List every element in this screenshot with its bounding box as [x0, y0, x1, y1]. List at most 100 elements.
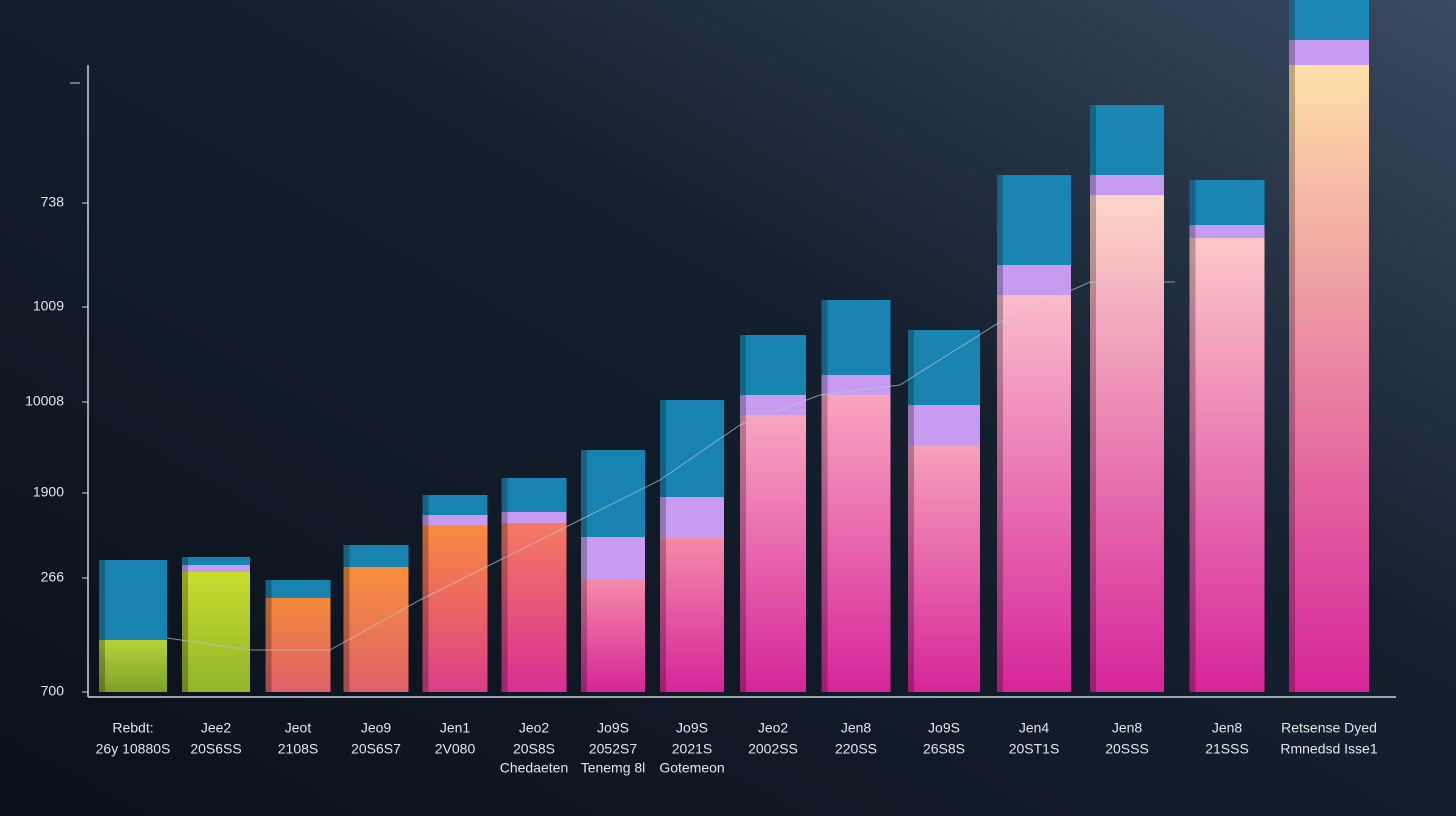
bar-segment: [581, 580, 645, 692]
bar-segment: [660, 400, 724, 497]
y-tick-label: 700: [41, 683, 65, 699]
bar-side: [581, 580, 587, 692]
x-tick-sublabel: 20SSS: [1105, 741, 1149, 757]
y-tick-label: 10008: [25, 393, 64, 409]
x-tick-label: Jo9S: [676, 720, 708, 736]
x-tick-sublabel: 2V080: [435, 741, 476, 757]
x-tick-label: Jen8: [841, 720, 872, 736]
bar-segment: [422, 525, 488, 692]
bar-side: [501, 523, 508, 692]
bar-side: [1289, 40, 1295, 65]
bar-segment: [1189, 238, 1265, 692]
x-tick-label: Jeo2: [758, 720, 789, 736]
x-tick-sublabel: 2021S: [672, 741, 712, 757]
bar-side: [581, 450, 587, 537]
y-tick-label: 266: [41, 569, 65, 585]
bar-segment: [1090, 175, 1164, 195]
x-tick-label: Jo9S: [928, 720, 960, 736]
bar-segment: [182, 565, 250, 572]
bar-side: [660, 538, 666, 692]
bar-segment: [343, 567, 409, 692]
bar-segment: [1189, 225, 1265, 238]
bar-side: [182, 572, 188, 692]
x-tick-sublabel: 20S6SS: [190, 741, 241, 757]
y-tick-label: 738: [41, 194, 65, 210]
bar-segment: [1289, 40, 1369, 65]
bar-side: [182, 557, 188, 565]
x-tick-sublabel: 21SSS: [1205, 741, 1249, 757]
bar-side: [265, 598, 272, 692]
bar-segment: [908, 405, 980, 445]
bar-segment: [997, 265, 1071, 295]
bar-segment: [501, 478, 567, 512]
bar-side: [1090, 105, 1096, 175]
bar-side: [908, 330, 914, 405]
bar-side: [343, 545, 350, 567]
bar-side: [740, 395, 746, 415]
bar-segment: [501, 512, 567, 523]
x-tick-sublabel: 20S8S: [513, 741, 555, 757]
x-tick-note: Chedaeten: [500, 760, 569, 776]
x-tick-note: Tenemg 8l: [581, 760, 646, 776]
bar-segment: [740, 395, 806, 415]
x-tick-sublabel: Rmnedsd Isse1: [1280, 741, 1377, 757]
bar-segment: [581, 537, 645, 580]
x-tick-label: Jee2: [201, 720, 232, 736]
bar-segment: [265, 598, 331, 692]
x-tick-sublabel: 2108S: [278, 741, 318, 757]
bar-segment: [581, 450, 645, 537]
x-tick-sublabel: 2052S7: [589, 741, 637, 757]
bar-side: [1189, 180, 1196, 225]
bar-segment: [740, 415, 806, 692]
bar-segment: [99, 560, 167, 640]
bar-side: [1289, 65, 1295, 692]
bars: [99, 0, 1369, 692]
x-tick-label: Jeot: [285, 720, 312, 736]
bar-side: [343, 567, 350, 692]
bar-segment: [660, 538, 724, 692]
bar-segment: [99, 640, 167, 692]
bar-side: [1189, 225, 1196, 238]
x-tick-label: Jen8: [1212, 720, 1243, 736]
bar-side: [660, 400, 666, 497]
bar-side: [908, 405, 914, 445]
bar-segment: [821, 395, 891, 692]
bar-side: [501, 512, 508, 523]
bar-segment: [182, 572, 250, 692]
x-tick-sublabel: 20ST1S: [1009, 741, 1060, 757]
bar-segment: [182, 557, 250, 565]
bar-side: [1090, 195, 1096, 692]
x-tick-label: Jen4: [1019, 720, 1050, 736]
bar-side: [422, 525, 429, 692]
bar-side: [422, 515, 429, 525]
bar-segment: [501, 523, 567, 692]
bar-side: [422, 495, 429, 515]
bar-side: [99, 560, 105, 640]
x-tick-label: Jen8: [1112, 720, 1143, 736]
bar-side: [99, 640, 105, 692]
bar-segment: [343, 545, 409, 567]
y-tick-label: 1009: [33, 298, 64, 314]
x-tick-label: Jeo9: [361, 720, 392, 736]
bar-side: [740, 415, 746, 692]
bar-side: [1189, 238, 1196, 692]
bar-side: [908, 445, 914, 692]
x-tick-note: Gotemeon: [659, 760, 724, 776]
bar-segment: [997, 295, 1071, 692]
x-tick-sublabel: 26y 10880S: [96, 741, 171, 757]
bar-side: [997, 265, 1003, 295]
x-tick-label: Jen1: [440, 720, 471, 736]
bar-segment: [821, 300, 891, 375]
x-tick-sublabel: 220SS: [835, 741, 877, 757]
bar-segment: [1090, 105, 1164, 175]
x-tick-sublabel: 26S8S: [923, 741, 965, 757]
bar-segment: [1189, 180, 1265, 225]
bar-side: [581, 537, 587, 580]
bar-side: [997, 295, 1003, 692]
x-tick-label: Rebdt:: [112, 720, 153, 736]
bar-segment: [422, 515, 488, 525]
bar-segment: [740, 335, 806, 395]
bar-side: [821, 395, 828, 692]
